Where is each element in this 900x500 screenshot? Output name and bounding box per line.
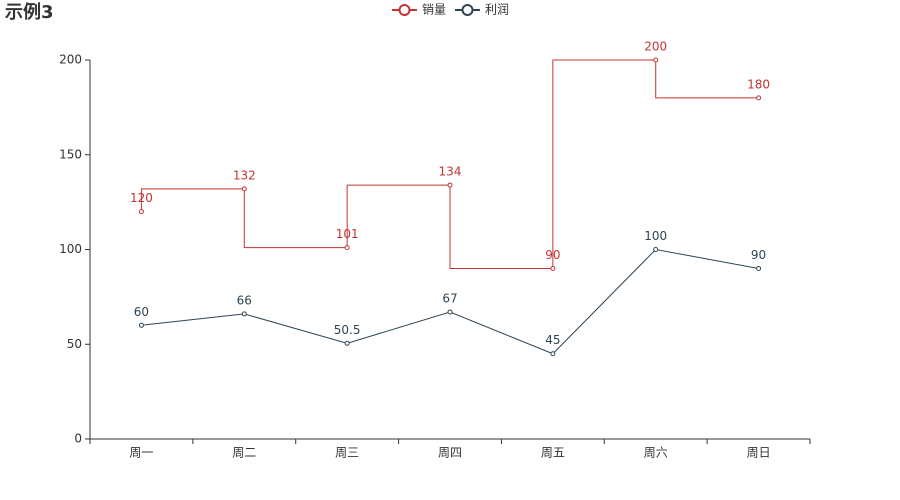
- point: [241, 186, 247, 192]
- point: [138, 209, 144, 215]
- x-tick-label: 周二: [232, 446, 256, 460]
- legend-icon: [398, 4, 411, 16]
- data-label: 90: [751, 248, 766, 262]
- point: [550, 351, 556, 357]
- point: [756, 95, 762, 101]
- data-label: 100: [644, 229, 667, 243]
- legend-label: 销量: [422, 3, 446, 17]
- step-segment: [449, 185, 553, 269]
- data-label: 134: [439, 165, 462, 179]
- step-segment: [243, 188, 348, 249]
- chart-title: 示例3: [5, 1, 54, 23]
- step-segment: [552, 59, 656, 269]
- data-label: 45: [545, 333, 560, 347]
- x-tick-label: 周一: [129, 446, 153, 460]
- x-tick-label: 周日: [747, 446, 771, 460]
- point: [653, 57, 659, 63]
- x-tick-label: 周三: [335, 446, 359, 460]
- step-segment: [346, 184, 450, 248]
- y-tick-label: 100: [59, 242, 82, 256]
- legend-icon: [461, 4, 474, 16]
- point: [756, 265, 762, 271]
- data-label: 90: [545, 248, 560, 262]
- point: [653, 247, 659, 252]
- data-label: 50.5: [334, 323, 361, 337]
- data-label: 200: [644, 40, 667, 54]
- data-label: 60: [134, 305, 149, 319]
- data-label: 67: [442, 292, 457, 306]
- data-label: 66: [237, 293, 252, 307]
- step-segment: [140, 188, 245, 212]
- x-tick-label: 周六: [644, 446, 668, 460]
- point: [447, 309, 453, 315]
- legend: 销量 利润: [392, 3, 509, 17]
- data-label: 101: [336, 227, 359, 241]
- x-tick-label: 周五: [541, 446, 565, 460]
- y-tick-label: 200: [59, 53, 82, 67]
- point: [241, 311, 247, 317]
- y-tick-label: 50: [67, 337, 82, 351]
- data-label: 180: [747, 77, 770, 91]
- data-label: 120: [130, 191, 153, 205]
- x-tick-label: 周四: [438, 446, 462, 460]
- y-tick-label: 150: [59, 147, 82, 161]
- point: [447, 182, 453, 188]
- point: [138, 322, 144, 328]
- point: [344, 245, 350, 251]
- point: [344, 340, 350, 346]
- legend-label: 利润: [485, 3, 509, 17]
- y-tick-label: 0: [74, 432, 82, 446]
- point: [550, 265, 556, 271]
- step-segment: [655, 60, 759, 99]
- data-label: 132: [233, 168, 256, 182]
